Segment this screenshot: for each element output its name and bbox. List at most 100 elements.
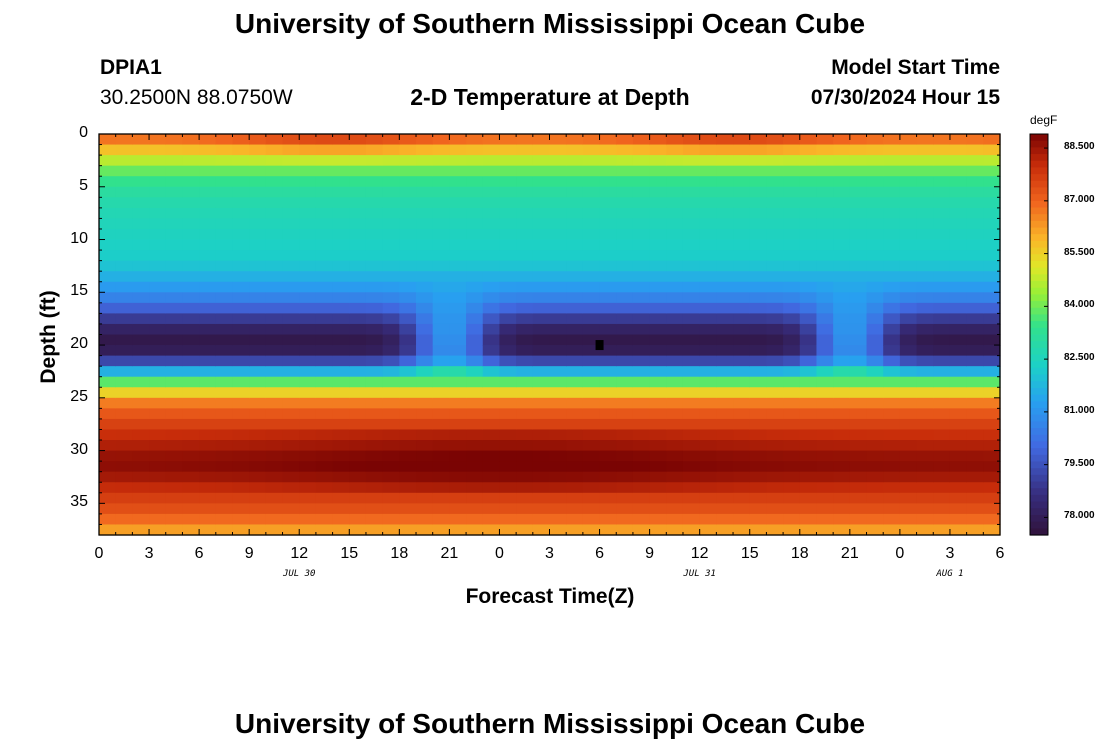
heatmap-cell	[282, 144, 300, 156]
heatmap-cell	[783, 408, 801, 420]
heatmap-cell	[899, 450, 918, 462]
heatmap-cell	[165, 144, 184, 156]
heatmap-cell	[949, 228, 968, 241]
heatmap-cell	[649, 440, 667, 452]
heatmap-cell	[99, 134, 117, 146]
heatmap-cell	[666, 218, 684, 230]
heatmap-cell	[849, 281, 868, 293]
heatmap-cell	[883, 524, 901, 536]
heatmap-cell	[382, 250, 400, 262]
heatmap-cell	[265, 313, 284, 325]
heatmap-cell	[332, 345, 350, 357]
heatmap-cell	[816, 134, 834, 146]
heatmap-cell	[649, 134, 667, 146]
heatmap-cell	[549, 144, 567, 156]
heatmap-cell	[566, 260, 584, 272]
heatmap-cell	[399, 334, 417, 346]
heatmap-cell	[399, 408, 417, 420]
heatmap-cell	[499, 176, 517, 188]
heatmap-cell	[649, 197, 667, 209]
heatmap-cell	[566, 355, 584, 367]
heatmap-cell	[799, 218, 818, 230]
heatmap-cell	[632, 345, 651, 357]
heatmap-cell	[466, 429, 484, 441]
heatmap-cell	[382, 482, 400, 494]
heatmap-cell	[783, 461, 801, 473]
heatmap-cell	[682, 450, 701, 462]
heatmap-cell	[249, 440, 267, 452]
heatmap-cell	[365, 513, 384, 526]
heatmap-cell	[866, 461, 884, 473]
heatmap-cell	[899, 513, 918, 526]
heatmap-cell	[983, 345, 1001, 357]
heatmap-cell	[282, 271, 300, 283]
heatmap-cell	[416, 165, 434, 177]
heatmap-cell	[749, 397, 768, 409]
heatmap-cell	[916, 366, 934, 378]
heatmap-cell	[933, 165, 951, 177]
heatmap-cell	[716, 461, 734, 473]
heatmap-cell	[983, 155, 1001, 167]
heatmap-cell	[799, 260, 818, 272]
colorbar-segment	[1030, 247, 1048, 255]
heatmap-cell	[799, 408, 818, 420]
heatmap-cell	[232, 366, 250, 378]
heatmap-cell	[482, 429, 501, 441]
heatmap-cell	[632, 418, 651, 431]
heatmap-cell	[983, 503, 1001, 515]
heatmap-cell	[349, 482, 367, 494]
heatmap-cell	[299, 334, 317, 346]
heatmap-cell	[132, 503, 150, 515]
heatmap-cell	[199, 165, 217, 177]
heatmap-cell	[699, 397, 717, 409]
heatmap-cell	[165, 450, 184, 462]
heatmap-cell	[966, 207, 984, 220]
heatmap-cell	[716, 323, 734, 336]
heatmap-cell	[199, 197, 217, 209]
heatmap-cell	[666, 397, 684, 409]
heatmap-cell	[866, 387, 884, 399]
heatmap-cell	[115, 418, 133, 431]
heatmap-cell	[749, 524, 768, 536]
heatmap-cell	[616, 281, 634, 293]
heatmap-cell	[516, 281, 534, 293]
heatmap-cell	[499, 345, 517, 357]
heatmap-cell	[416, 134, 434, 146]
heatmap-cell	[182, 513, 200, 526]
heatmap-cell	[983, 313, 1001, 325]
heatmap-cell	[265, 471, 284, 483]
heatmap-cell	[733, 397, 751, 409]
heatmap-cell	[549, 323, 567, 336]
heatmap-cell	[682, 429, 701, 441]
heatmap-cell	[349, 302, 367, 314]
heatmap-cell	[516, 397, 534, 409]
heatmap-cell	[649, 239, 667, 251]
heatmap-cell	[416, 281, 434, 293]
heatmap-cell	[499, 260, 517, 272]
heatmap-cell	[149, 366, 167, 378]
heatmap-cell	[983, 524, 1001, 536]
heatmap-cell	[616, 376, 634, 388]
heatmap-cell	[682, 260, 701, 272]
colorbar-segment	[1030, 321, 1048, 329]
heatmap-cell	[232, 461, 250, 473]
heatmap-cell	[783, 524, 801, 536]
heatmap-cell	[766, 376, 784, 388]
heatmap-cell	[582, 345, 601, 357]
heatmap-cell	[249, 313, 267, 325]
heatmap-cell	[182, 165, 200, 177]
heatmap-cell	[282, 387, 300, 399]
heatmap-cell	[916, 418, 934, 431]
heatmap-cell	[432, 323, 450, 336]
heatmap-cell	[616, 334, 634, 346]
heatmap-cell	[132, 471, 150, 483]
heatmap-cell	[783, 334, 801, 346]
heatmap-cell	[849, 355, 868, 367]
heatmap-cell	[733, 355, 751, 367]
heatmap-cell	[315, 271, 334, 283]
heatmap-cell	[949, 281, 968, 293]
heatmap-cell	[165, 134, 184, 146]
heatmap-cell	[232, 228, 250, 241]
heatmap-cell	[432, 482, 450, 494]
heatmap-cell	[949, 397, 968, 409]
